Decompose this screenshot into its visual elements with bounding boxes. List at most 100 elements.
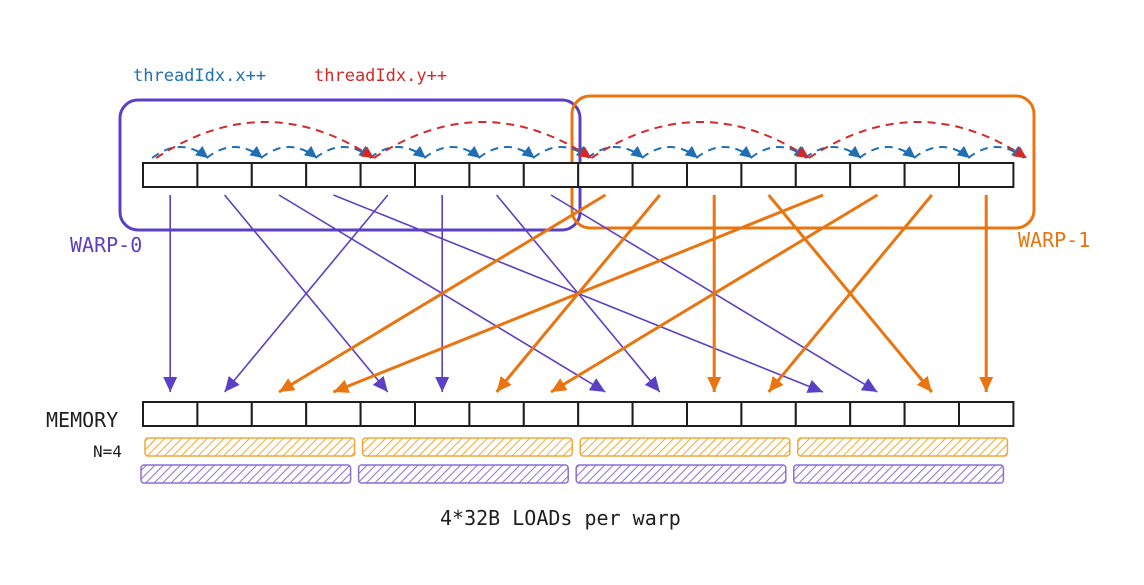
memory-cell bbox=[686, 401, 743, 427]
map-arrow-head bbox=[768, 375, 784, 392]
thread-cell bbox=[958, 162, 1015, 188]
thread-x-hop bbox=[532, 146, 590, 159]
map-arrow bbox=[223, 194, 389, 393]
thread-y-label: threadIdx.y++ bbox=[314, 66, 447, 86]
load-bar-warp0 bbox=[575, 464, 787, 484]
thread-x-hop-head bbox=[412, 145, 426, 158]
thread-x-hop-head bbox=[739, 145, 753, 158]
warp0-label: WARP-0 bbox=[70, 233, 142, 257]
map-arrow-head bbox=[707, 377, 722, 392]
map-arrow-head bbox=[588, 378, 606, 392]
thread-y-hop-head bbox=[795, 146, 809, 158]
memory-cell bbox=[903, 401, 960, 427]
memory-cell bbox=[577, 401, 634, 427]
map-arrow-head bbox=[860, 378, 878, 392]
thread-x-hop bbox=[151, 146, 209, 159]
map-arrow-head bbox=[916, 375, 932, 392]
thread-x-hop bbox=[641, 146, 699, 159]
thread-y-hop-head bbox=[578, 146, 592, 158]
load-bar-warp1 bbox=[579, 437, 791, 457]
thread-x-hop-head bbox=[249, 145, 263, 158]
load-bar-warp0 bbox=[793, 464, 1005, 484]
memory-cell bbox=[958, 401, 1015, 427]
map-arrow-head bbox=[279, 378, 296, 392]
map-arrow-head bbox=[333, 379, 350, 393]
map-arrow-head bbox=[806, 379, 823, 393]
map-arrow bbox=[767, 194, 933, 393]
thread-x-hop bbox=[749, 146, 808, 159]
thread-cell bbox=[359, 162, 417, 188]
thread-x-hop bbox=[260, 146, 318, 159]
thread-cell bbox=[305, 162, 362, 188]
thread-x-hop bbox=[967, 146, 1025, 159]
thread-cell bbox=[577, 162, 634, 188]
thread-cell bbox=[631, 162, 688, 188]
memory-label: MEMORY bbox=[46, 408, 118, 432]
memory-cell bbox=[250, 401, 308, 427]
map-arrow-head bbox=[551, 378, 568, 392]
thread-y-hop bbox=[808, 121, 1028, 159]
thread-cell bbox=[468, 162, 525, 188]
thread-cell bbox=[196, 162, 253, 188]
thread-x-hop-head bbox=[467, 145, 481, 158]
n-label: N=4 bbox=[93, 442, 122, 461]
thread-cell bbox=[142, 162, 199, 188]
map-arrow bbox=[550, 193, 879, 394]
map-arrow-head bbox=[372, 375, 388, 392]
thread-cell bbox=[250, 162, 308, 188]
thread-y-hop bbox=[590, 121, 810, 159]
thread-x-hop bbox=[423, 146, 481, 159]
map-arrow-head bbox=[435, 377, 450, 392]
thread-cell bbox=[740, 162, 797, 188]
thread-x-hop-head bbox=[684, 145, 698, 158]
thread-x-hop-head bbox=[847, 145, 861, 158]
thread-x-hop bbox=[858, 146, 917, 159]
thread-x-hop-head bbox=[902, 145, 916, 158]
caption: 4*32B LOADs per warp bbox=[440, 506, 681, 530]
thread-x-hop bbox=[586, 146, 645, 159]
thread-cell bbox=[522, 162, 580, 188]
memory-cell bbox=[794, 401, 852, 427]
load-bar-warp0 bbox=[357, 464, 569, 484]
thread-cell bbox=[686, 162, 743, 188]
thread-y-hop bbox=[155, 121, 375, 159]
warp1-label: WARP-1 bbox=[1018, 228, 1090, 252]
thread-x-hop-head bbox=[521, 145, 535, 158]
thread-x-hop bbox=[205, 146, 264, 159]
map-arrow-head bbox=[496, 375, 512, 392]
memory-cell bbox=[468, 401, 525, 427]
map-arrow bbox=[332, 193, 824, 394]
thread-cell bbox=[794, 162, 852, 188]
memory-cell bbox=[631, 401, 688, 427]
map-arrow-head bbox=[644, 375, 660, 392]
thread-x-hop-head bbox=[956, 145, 970, 158]
memory-cell bbox=[522, 401, 580, 427]
thread-x-hop-head bbox=[630, 145, 644, 158]
thread-y-hop-head bbox=[360, 146, 374, 158]
thread-x-hop bbox=[369, 146, 427, 159]
memory-cell bbox=[740, 401, 797, 427]
load-bar-warp0 bbox=[140, 464, 352, 484]
load-bar-warp1 bbox=[361, 437, 573, 457]
thread-cell bbox=[903, 162, 960, 188]
thread-x-hop bbox=[695, 146, 753, 159]
thread-cell bbox=[849, 162, 906, 188]
thread-y-hop-head bbox=[1013, 146, 1027, 158]
map-arrow-head bbox=[224, 375, 240, 392]
thread-x-hop bbox=[804, 146, 862, 159]
thread-x-hop bbox=[477, 146, 536, 159]
thread-x-hop-head bbox=[303, 145, 317, 158]
map-arrow-head bbox=[163, 377, 178, 392]
thread-y-hop bbox=[373, 121, 592, 159]
thread-cell bbox=[414, 162, 471, 188]
thread-x-hop bbox=[314, 146, 373, 159]
memory-cell bbox=[196, 401, 253, 427]
memory-cell bbox=[359, 401, 417, 427]
memory-cell bbox=[849, 401, 906, 427]
memory-cell bbox=[142, 401, 199, 427]
load-bar-warp1 bbox=[797, 437, 1009, 457]
memory-cell bbox=[305, 401, 362, 427]
map-arrow-head bbox=[979, 377, 994, 392]
thread-x-label: threadIdx.x++ bbox=[133, 66, 266, 86]
